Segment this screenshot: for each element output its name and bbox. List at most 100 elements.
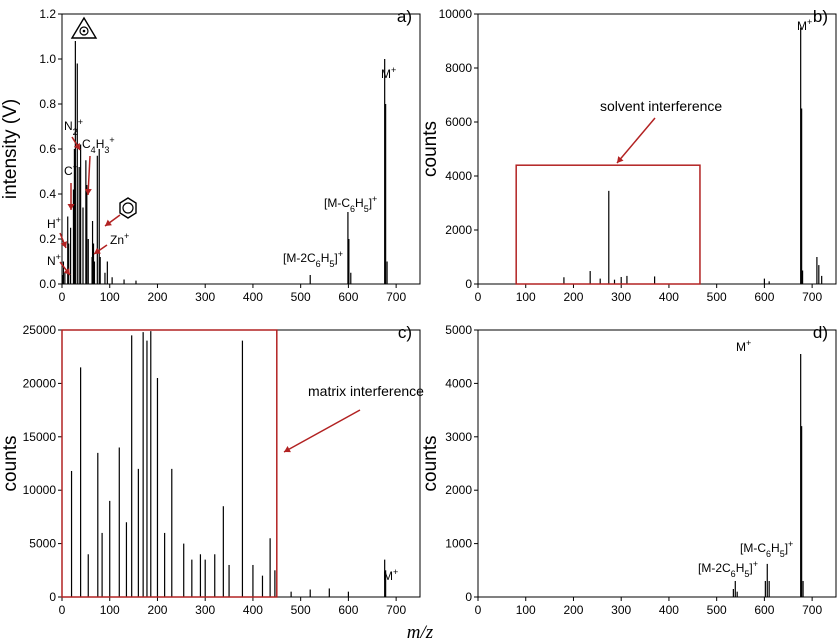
benzene-ring (119, 197, 137, 219)
panel-label: d) (813, 323, 828, 342)
annotation-H: H+ (47, 215, 61, 231)
y-axis-label: intensity (V) (0, 99, 21, 199)
x-tick-label: 600 (754, 290, 774, 304)
annotation-M: M+ (381, 65, 396, 81)
y-tick-label: 1000 (445, 537, 472, 551)
x-tick-label: 400 (243, 290, 263, 304)
arrow-solvent-shaft (616, 117, 656, 164)
y-tick-label: 15000 (23, 430, 57, 444)
y-tick-label: 4000 (445, 169, 472, 183)
y-axis-label: counts (420, 121, 441, 177)
x-tick-label: 700 (386, 603, 406, 617)
panel-label: b) (813, 7, 828, 26)
annotation-N: N+ (47, 252, 61, 268)
y-tick-label: 5000 (445, 323, 472, 337)
panel-c: 0 100 200 300 400 500 600 700 0 5000 10000 15000 200… (0, 323, 424, 617)
y-tick-label: 0 (49, 590, 56, 604)
annotation-M: M+ (736, 338, 751, 354)
arrow-matrix-head (284, 446, 291, 453)
panel-label: c) (398, 323, 412, 342)
x-tick-label: 0 (59, 603, 66, 617)
arrow-matrix-shaft (283, 409, 361, 453)
y-tick-label: 0 (465, 590, 472, 604)
annotation-M-C6H5: [M-C6H5]+ (324, 194, 377, 214)
x-tick-label: 0 (59, 290, 66, 304)
interference-box (515, 164, 701, 285)
x-tick-label: 0 (475, 603, 482, 617)
x-tick-label: 300 (195, 603, 215, 617)
panel-d: 0 100 200 300 400 500 600 700 0 1000 2000 3000 4000 5… (420, 323, 837, 617)
x-tick-label: 600 (754, 603, 774, 617)
y-tick-label: 0 (465, 277, 472, 291)
x-tick-label: 0 (475, 290, 482, 304)
plot-frame (61, 329, 421, 598)
arrow-C4H3-shaft (87, 155, 91, 196)
y-tick-label: 10000 (23, 483, 57, 497)
x-tick-label: 500 (291, 603, 311, 617)
x-tick-label: 500 (291, 290, 311, 304)
x-axis-label: m/z (407, 622, 434, 643)
y-axis-label: counts (0, 436, 21, 492)
triangle-center-dot (82, 29, 86, 33)
arrow-Zn-head (94, 247, 101, 254)
benzene-icon (119, 197, 137, 219)
x-tick-label: 200 (147, 603, 167, 617)
x-tick-label: 700 (386, 290, 406, 304)
x-tick-label: 700 (802, 603, 822, 617)
x-tick-label: 300 (611, 603, 631, 617)
triangle-outline (70, 16, 98, 39)
x-tick-label: 300 (195, 290, 215, 304)
arrow-benzene-head (105, 219, 112, 226)
x-tick-label: 400 (243, 603, 263, 617)
y-tick-label: 0.0 (39, 277, 56, 291)
molecule-triangle-icon (70, 16, 98, 39)
benzene-aromatic-circle (122, 202, 134, 214)
arrow-C-head (67, 204, 75, 210)
y-tick-label: 10000 (439, 7, 473, 21)
x-tick-label: 100 (100, 290, 120, 304)
annotation-C: C+ (64, 162, 78, 178)
y-tick-label: 8000 (445, 61, 472, 75)
annotation-M: M+ (797, 17, 812, 33)
panel-b: 0 100 200 300 400 500 600 700 0 2000 4000 6000 8000 1… (420, 7, 837, 304)
y-tick-label: 0.2 (39, 232, 56, 246)
arrow-solvent-head (617, 156, 624, 163)
x-tick-label: 700 (802, 290, 822, 304)
x-tick-label: 500 (707, 603, 727, 617)
arrow-N-head (63, 268, 70, 275)
x-tick-label: 100 (516, 290, 536, 304)
x-tick-label: 600 (338, 290, 358, 304)
solvent-interference-label: solvent interference (600, 98, 722, 114)
panel-a: 0 100 200 300 400 500 600 700 0.0 0.2 0.4 0.6 0.8 1.0… (0, 7, 421, 304)
matrix-interference-label: matrix interference (308, 383, 424, 399)
y-tick-label: 20000 (23, 376, 57, 390)
y-tick-label: 0.6 (39, 142, 56, 156)
x-tick-label: 200 (563, 290, 583, 304)
arrow-H-head (60, 241, 68, 248)
annotation-Zn: Zn+ (110, 231, 129, 247)
y-tick-label: 0.8 (39, 97, 56, 111)
triangle-center-ring (79, 26, 89, 36)
x-tick-label: 200 (563, 603, 583, 617)
y-tick-label: 1.2 (39, 7, 56, 21)
x-tick-label: 100 (100, 603, 120, 617)
plot-frame (477, 13, 837, 285)
y-tick-label: 6000 (445, 115, 472, 129)
arrow-C4H3-head (84, 188, 92, 195)
x-tick-label: 400 (659, 290, 679, 304)
annotation-C4H3: C4H3+ (82, 135, 115, 155)
y-tick-label: 25000 (23, 323, 57, 337)
y-tick-label: 0.4 (39, 187, 56, 201)
arrow-N2-head (73, 143, 80, 150)
interference-box (61, 329, 278, 598)
x-tick-label: 500 (707, 290, 727, 304)
y-tick-label: 3000 (445, 430, 472, 444)
y-tick-label: 1.0 (39, 52, 56, 66)
x-tick-label: 100 (516, 603, 536, 617)
y-tick-label: 2000 (445, 223, 472, 237)
annotation-M-2C6H5: [M-2C6H5]+ (283, 249, 343, 269)
x-tick-label: 600 (338, 603, 358, 617)
annotation-M: M+ (383, 567, 398, 583)
y-tick-label: 2000 (445, 483, 472, 497)
